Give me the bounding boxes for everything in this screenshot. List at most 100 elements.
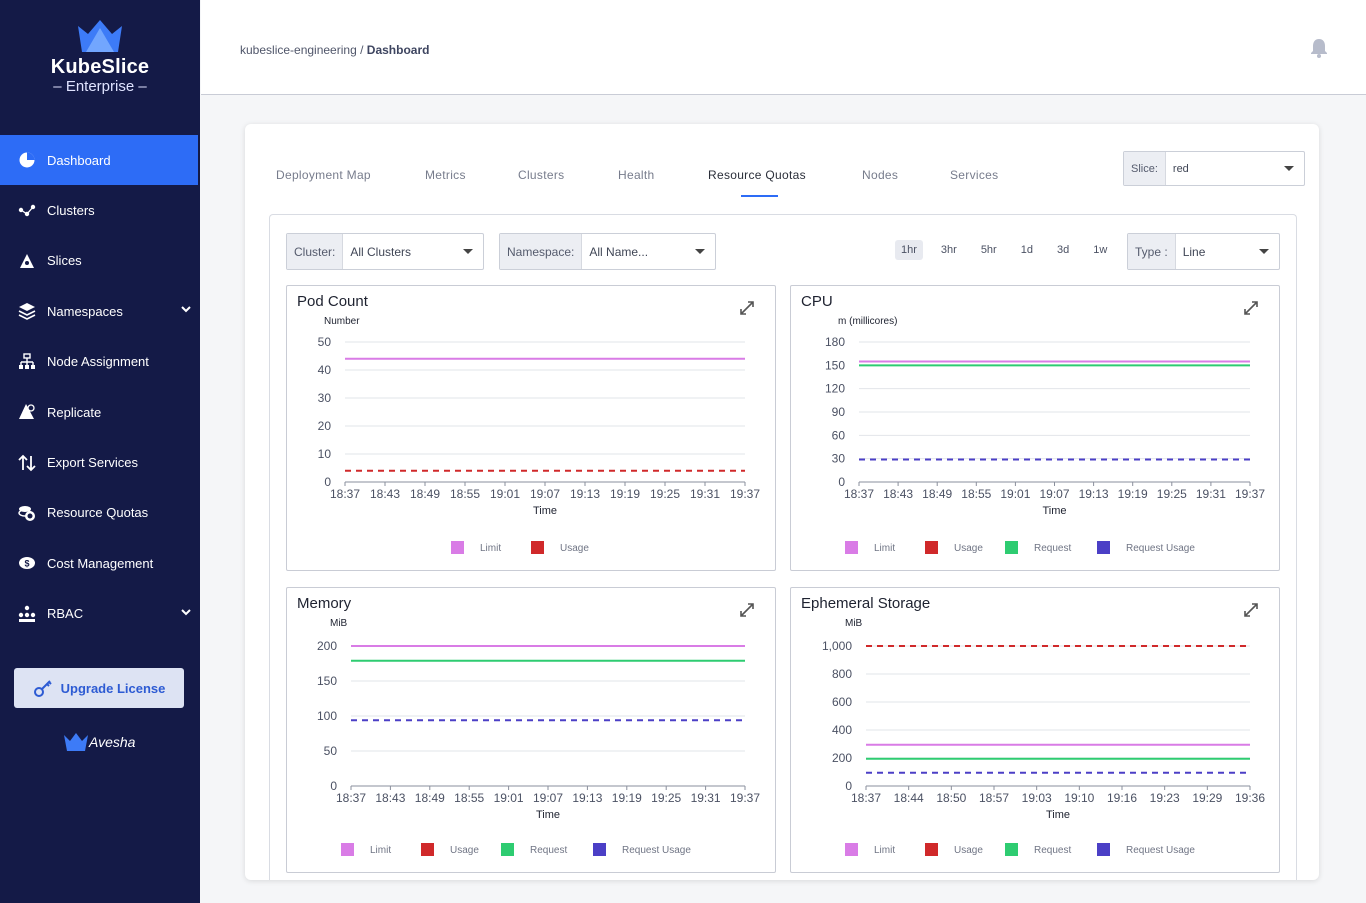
- y-tick-label: 200: [832, 751, 852, 765]
- expand-icon[interactable]: [1243, 602, 1259, 618]
- sidebar-item-cost-management[interactable]: $ Cost Management: [0, 538, 200, 588]
- x-tick-label: 19:37: [1235, 487, 1265, 501]
- export-arrows-icon: [18, 454, 36, 472]
- y-tick-label: 90: [832, 405, 846, 419]
- y-tick-label: 150: [825, 358, 845, 372]
- notification-bell-icon[interactable]: [1310, 38, 1328, 58]
- breadcrumb-project[interactable]: kubeslice-engineering: [240, 43, 357, 57]
- brand-title: KubeSlice: [50, 56, 150, 78]
- y-axis-label: m (millicores): [838, 316, 897, 327]
- x-tick-label: 19:25: [651, 791, 681, 805]
- legend-swatch: [421, 843, 434, 856]
- legend-swatch: [845, 843, 858, 856]
- x-axis-label: Time: [1042, 505, 1066, 517]
- sidebar-item-rbac[interactable]: RBAC: [0, 589, 200, 639]
- x-tick-label: 19:16: [1107, 791, 1137, 805]
- x-tick-label: 18:55: [454, 791, 484, 805]
- slice-select[interactable]: Slice: red: [1123, 151, 1305, 186]
- sidebar-item-replicate[interactable]: Replicate: [0, 387, 200, 437]
- tab-resource-quotas-label: Resource Quotas: [708, 168, 806, 182]
- brand-subtitle: – Enterprise –: [53, 78, 147, 95]
- y-axis-label: MiB: [845, 618, 863, 629]
- sidebar-item-node-assignment[interactable]: Node Assignment: [0, 337, 200, 387]
- x-tick-label: 18:43: [370, 487, 400, 501]
- sidebar-item-label: Export Services: [47, 455, 139, 471]
- x-tick-label: 19:07: [530, 487, 560, 501]
- avesha-logo: Avesha: [63, 732, 135, 752]
- x-tick-label: 18:49: [922, 487, 952, 501]
- range-1w[interactable]: 1w: [1093, 244, 1108, 256]
- sidebar-item-slices[interactable]: Slices: [0, 236, 200, 286]
- range-5hr[interactable]: 5hr: [980, 244, 997, 256]
- y-tick-label: 200: [317, 639, 337, 653]
- replicate-icon: [18, 403, 36, 421]
- key-icon: [33, 680, 52, 697]
- expand-icon[interactable]: [739, 300, 755, 316]
- chart-title: CPU: [801, 293, 833, 310]
- y-tick-label: 40: [318, 363, 332, 377]
- tab-clusters[interactable]: Clusters: [518, 168, 565, 182]
- tab-health[interactable]: Health: [618, 168, 655, 182]
- pod-count-chart-panel: Pod Count Number 0 10 20 30 40 50 18:37 18:43 18:…: [286, 285, 776, 571]
- time-range-selector: 1hr 3hr 5hr 1d 3d 1w: [895, 240, 1125, 260]
- legend-swatch: [531, 541, 544, 554]
- x-tick-label: 18:55: [450, 487, 480, 501]
- y-tick-label: 120: [825, 382, 845, 396]
- y-tick-label: 50: [318, 335, 332, 349]
- x-tick-label: 19:13: [1079, 487, 1109, 501]
- x-tick-label: 19:01: [494, 791, 524, 805]
- expand-icon[interactable]: [1243, 300, 1259, 316]
- chart-type-select[interactable]: Type : Line: [1127, 233, 1280, 270]
- x-tick-label: 18:43: [883, 487, 913, 501]
- legend-label: Usage: [560, 543, 589, 554]
- y-tick-label: 1,000: [822, 639, 852, 653]
- tab-deployment-map[interactable]: Deployment Map: [276, 168, 371, 182]
- x-tick-label: 19:36: [1235, 791, 1265, 805]
- breadcrumb-current: Dashboard: [366, 43, 430, 57]
- breadcrumb: kubeslice-engineering / Dashboard: [240, 43, 429, 57]
- range-3hr[interactable]: 3hr: [940, 244, 957, 256]
- kubeslice-crown-icon: [78, 20, 122, 52]
- sidebar-item-dashboard[interactable]: Dashboard: [0, 135, 198, 186]
- top-header: kubeslice-engineering / Dashboard: [201, 0, 1366, 95]
- chart-title: Ephemeral Storage: [801, 595, 931, 612]
- cost-icon: $: [18, 554, 36, 572]
- sidebar-item-namespaces[interactable]: Namespaces: [0, 286, 200, 336]
- y-axis-label: Number: [324, 316, 360, 327]
- sidebar-item-export-services[interactable]: Export Services: [0, 437, 200, 487]
- upgrade-license-button[interactable]: Upgrade License: [14, 668, 184, 708]
- sidebar-item-label: Replicate: [47, 404, 102, 420]
- y-tick-label: 800: [832, 667, 852, 681]
- legend-swatch: [341, 843, 354, 856]
- x-tick-label: 19:03: [1022, 791, 1052, 805]
- x-tick-label: 18:44: [894, 791, 924, 805]
- node-tree-icon: [18, 353, 36, 371]
- tab-services[interactable]: Services: [950, 168, 999, 182]
- y-axis-label: MiB: [330, 618, 348, 629]
- y-tick-label: 0: [838, 475, 845, 489]
- y-tick-label: 60: [832, 428, 846, 442]
- legend-label: Limit: [370, 845, 391, 856]
- x-tick-label: 18:49: [415, 791, 445, 805]
- tab-nodes[interactable]: Nodes: [862, 168, 899, 182]
- range-3d[interactable]: 3d: [1056, 244, 1070, 256]
- range-1d[interactable]: 1d: [1020, 244, 1033, 256]
- sidebar-item-clusters[interactable]: Clusters: [0, 185, 200, 235]
- legend-swatch: [1097, 541, 1110, 554]
- expand-icon[interactable]: [739, 602, 755, 618]
- sidebar-item-resource-quotas[interactable]: Resource Quotas: [0, 488, 200, 538]
- tab-resource-quotas[interactable]: Resource Quotas: [708, 168, 862, 197]
- range-1hr[interactable]: 1hr: [895, 240, 923, 260]
- tab-metrics[interactable]: Metrics: [425, 168, 466, 182]
- caret-down-icon: [463, 249, 473, 254]
- cluster-filter-select[interactable]: Cluster: All Clusters: [286, 233, 484, 270]
- memory-chart: MiB 0 50 100 150 200 18:37 18:43 18:49 18:55 19:01…: [317, 618, 760, 856]
- x-tick-label: 19:31: [690, 487, 720, 501]
- y-tick-label: 10: [318, 447, 332, 461]
- x-tick-label: 19:19: [612, 791, 642, 805]
- namespace-filter-select[interactable]: Namespace: All Name...: [499, 233, 716, 270]
- x-tick-label: 19:13: [570, 487, 600, 501]
- chevron-down-icon: [181, 306, 191, 313]
- legend-label: Limit: [874, 543, 895, 554]
- x-tick-label: 19:31: [1196, 487, 1226, 501]
